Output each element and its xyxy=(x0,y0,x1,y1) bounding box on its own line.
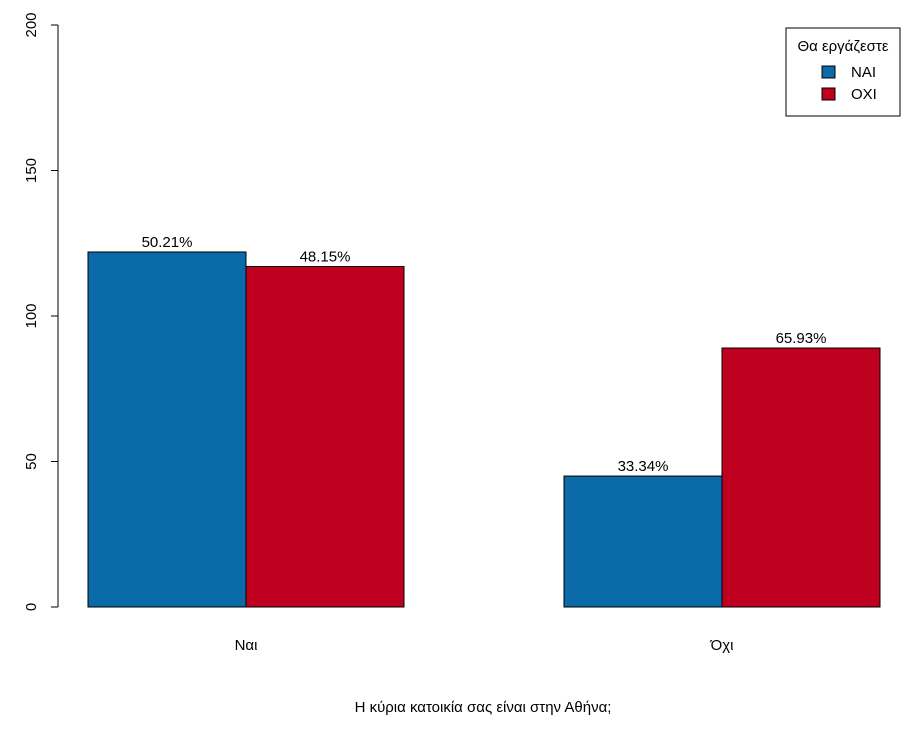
bar xyxy=(245,266,405,608)
legend-entry-label: ΟΧΙ xyxy=(851,86,877,103)
legend-swatch xyxy=(821,65,836,79)
y-tick-label: 200 xyxy=(23,12,40,37)
bar-labels: 50.21% 33.34% 48.15% 65.93% xyxy=(142,234,827,475)
bar-value-label: 65.93% xyxy=(776,330,827,347)
legend-title: Θα εργάζεστε xyxy=(797,38,888,55)
bar-value-label: 33.34% xyxy=(618,458,669,475)
bar xyxy=(721,347,881,608)
y-tick-label: 100 xyxy=(23,303,40,328)
bars xyxy=(87,251,881,608)
bar xyxy=(563,475,723,608)
legend: Θα εργάζεστε ΝΑΙ ΟΧΙ xyxy=(785,27,901,117)
legend-swatch xyxy=(821,87,836,101)
x-tick-labels: Ναι Όχι xyxy=(235,637,734,654)
bar-value-label: 50.21% xyxy=(142,234,193,251)
y-tick-label: 0 xyxy=(23,603,40,611)
y-axis: 0 50 100 150 200 xyxy=(23,12,59,611)
x-tick-label: Ναι xyxy=(235,637,258,654)
x-axis-label: Η κύρια κατοικία σας είναι στην Αθήνα; xyxy=(355,699,612,716)
y-tick-label: 50 xyxy=(23,453,40,470)
bar-value-label: 48.15% xyxy=(300,249,351,266)
y-tick-label: 150 xyxy=(23,158,40,183)
legend-entry-label: ΝΑΙ xyxy=(851,64,876,81)
legend-box xyxy=(785,27,901,117)
x-tick-label: Όχι xyxy=(710,637,734,654)
bar xyxy=(87,251,247,608)
